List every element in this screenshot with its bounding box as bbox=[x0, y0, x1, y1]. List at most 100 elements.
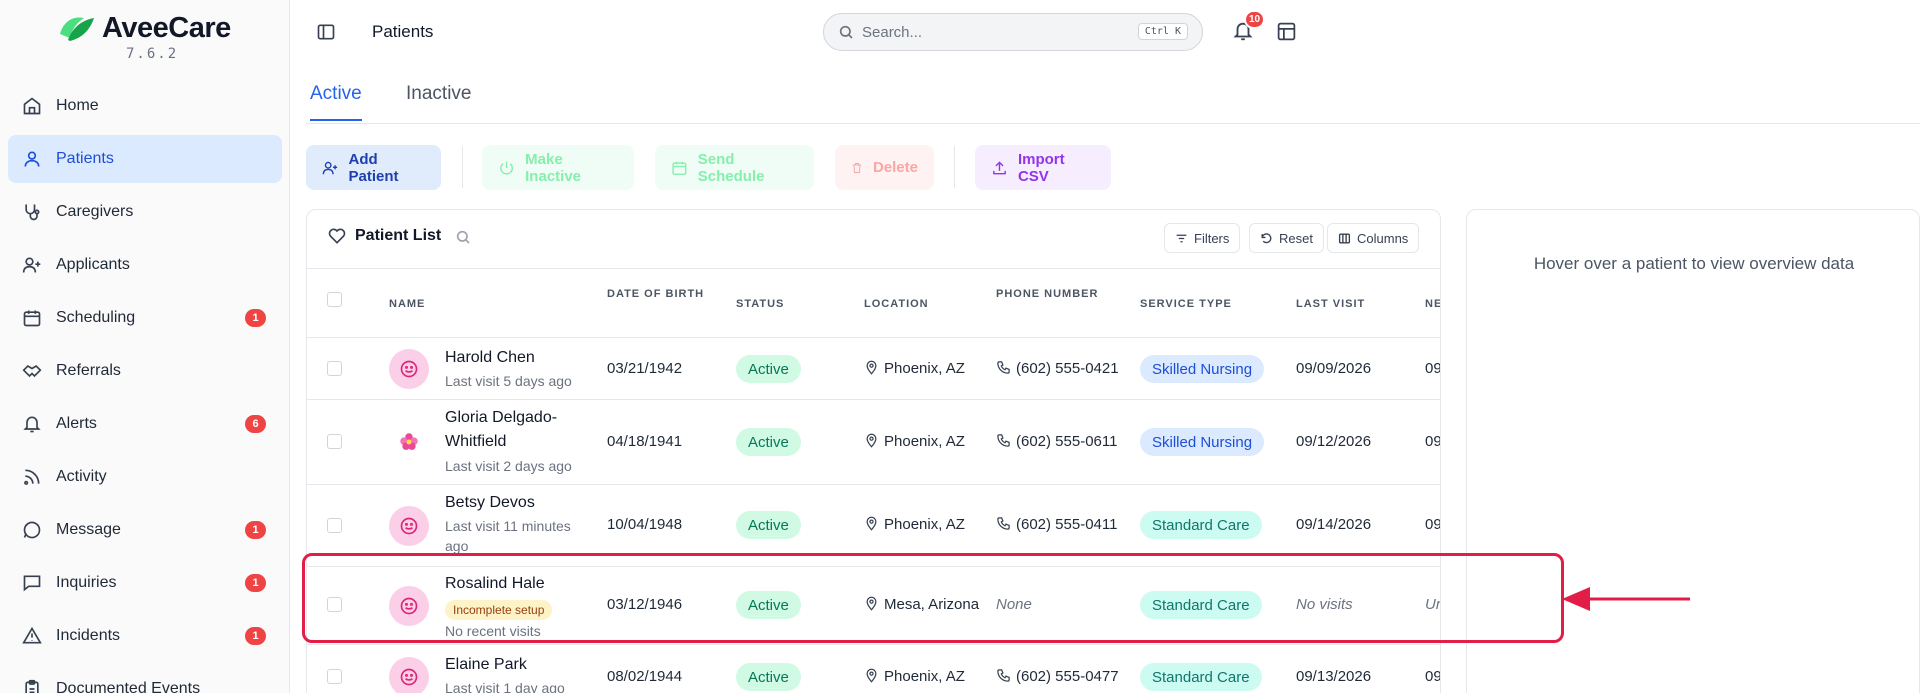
sidebar-item-applicants[interactable]: Applicants bbox=[8, 241, 282, 289]
send-schedule-button[interactable]: Send Schedule bbox=[655, 145, 814, 190]
search-icon[interactable] bbox=[455, 229, 471, 245]
column-header-last-visit[interactable]: LAST VISIT bbox=[1296, 298, 1366, 310]
bell-icon bbox=[23, 416, 41, 433]
status-badge: Active bbox=[736, 511, 801, 539]
import-csv-button[interactable]: Import CSV bbox=[975, 145, 1111, 190]
sidebar-item-scheduling[interactable]: Scheduling 1 bbox=[8, 294, 282, 342]
sidebar-item-inquiries[interactable]: Inquiries 1 bbox=[8, 559, 282, 607]
sidebar-item-home[interactable]: Home bbox=[8, 82, 282, 130]
avatar bbox=[389, 657, 429, 693]
column-header-phone[interactable]: PHONE NUMBER bbox=[996, 288, 1099, 300]
calendar-icon bbox=[23, 310, 41, 327]
row-checkbox[interactable] bbox=[327, 597, 342, 612]
sidebar-item-incidents[interactable]: Incidents 1 bbox=[8, 612, 282, 660]
row-checkbox[interactable] bbox=[327, 434, 342, 449]
sidebar-item-alerts[interactable]: Alerts 6 bbox=[8, 400, 282, 448]
patient-last-visit: Last visit 1 day ago bbox=[445, 680, 565, 693]
column-header-name[interactable]: NAME bbox=[389, 298, 426, 310]
table-row[interactable]: Betsy Devos Last visit 11 minutes ago 10… bbox=[307, 485, 1440, 567]
reset-button[interactable]: Reset bbox=[1249, 223, 1324, 253]
service-type-badge: Standard Care bbox=[1140, 591, 1262, 619]
clipboard-icon bbox=[25, 679, 39, 693]
sidebar-item-message[interactable]: Message 1 bbox=[8, 506, 282, 554]
flower-icon bbox=[400, 433, 418, 450]
patient-name: Betsy Devos bbox=[445, 494, 535, 511]
sidebar-item-label: Inquiries bbox=[56, 574, 117, 591]
patient-name-line: Whitfield bbox=[445, 433, 507, 450]
status-badge: Active bbox=[736, 663, 801, 691]
table-row[interactable]: Rosalind Hale Incomplete setup No recent… bbox=[307, 567, 1440, 645]
make-inactive-button[interactable]: Make Inactive bbox=[482, 145, 634, 190]
patient-location: Phoenix, AZ bbox=[864, 516, 965, 533]
sidebar-item-label: Caregivers bbox=[56, 203, 134, 220]
patient-location: Phoenix, AZ bbox=[864, 433, 965, 450]
trash-icon bbox=[852, 162, 861, 173]
sidebar-toggle-icon[interactable] bbox=[316, 22, 336, 42]
location-text: Phoenix, AZ bbox=[884, 433, 965, 450]
row-checkbox[interactable] bbox=[327, 361, 342, 376]
upload-icon bbox=[993, 160, 1006, 174]
sidebar-item-label: Referrals bbox=[56, 362, 121, 379]
column-header-status[interactable]: STATUS bbox=[736, 298, 785, 310]
patient-last-visit: Last visit 5 days ago bbox=[445, 373, 572, 389]
message-square-icon bbox=[23, 575, 41, 592]
add-patient-label: Add Patient bbox=[348, 150, 399, 185]
add-patient-button[interactable]: Add Patient bbox=[306, 145, 441, 190]
map-pin-icon bbox=[866, 596, 877, 611]
row-checkbox[interactable] bbox=[327, 518, 342, 533]
patient-next-visit: 09 bbox=[1425, 516, 1441, 533]
sidebar-item-referrals[interactable]: Referrals bbox=[8, 347, 282, 395]
patient-name: Harold Chen bbox=[445, 349, 535, 366]
sidebar-item-patients[interactable]: Patients bbox=[8, 135, 282, 183]
table-row[interactable]: Harold Chen Last visit 5 days ago 03/21/… bbox=[307, 338, 1440, 400]
filters-button[interactable]: Filters bbox=[1164, 223, 1241, 253]
row-checkbox[interactable] bbox=[327, 669, 342, 684]
power-icon bbox=[500, 161, 513, 175]
tab-active[interactable]: Active bbox=[310, 83, 362, 121]
patient-last-visit-date: 09/14/2026 bbox=[1296, 516, 1372, 533]
patient-list-title-text: Patient List bbox=[355, 227, 442, 244]
search-input[interactable] bbox=[862, 23, 1142, 41]
location-text: Mesa, Arizona bbox=[884, 596, 980, 613]
columns-button[interactable]: Columns bbox=[1327, 223, 1420, 253]
column-header-dob[interactable]: DATE OF BIRTH bbox=[607, 288, 705, 300]
sidebar-item-label: Activity bbox=[56, 468, 107, 485]
count-badge: 1 bbox=[245, 627, 266, 645]
global-search[interactable]: Ctrl K bbox=[823, 13, 1203, 51]
location-text: Phoenix, AZ bbox=[884, 516, 965, 533]
send-schedule-label: Send Schedule bbox=[697, 150, 765, 185]
avatar bbox=[389, 422, 429, 462]
delete-button[interactable]: Delete bbox=[835, 145, 934, 190]
patient-dob: 03/12/1946 bbox=[607, 596, 683, 613]
table-row[interactable]: Elaine Park Last visit 1 day ago 08/02/1… bbox=[307, 645, 1440, 693]
patient-name: Rosalind Hale bbox=[445, 575, 545, 592]
avatar bbox=[389, 586, 429, 626]
patient-phone: (602) 555-0477 bbox=[996, 668, 1119, 685]
table-row[interactable]: Gloria Delgado- Whitfield Last visit 2 d… bbox=[307, 400, 1440, 485]
sidebar-item-documented-events[interactable]: Documented Events bbox=[8, 665, 282, 693]
column-header-location[interactable]: LOCATION bbox=[864, 298, 929, 310]
sidebar-item-activity[interactable]: Activity bbox=[8, 453, 282, 501]
tab-inactive[interactable]: Inactive bbox=[406, 83, 472, 104]
column-header-next[interactable]: NE bbox=[1425, 298, 1441, 310]
patient-dob: 04/18/1941 bbox=[607, 433, 683, 450]
patient-name: Gloria Delgado- Whitfield bbox=[445, 406, 557, 454]
sidebar-item-label: Applicants bbox=[56, 256, 130, 273]
patient-list-card: Patient List Filters Reset Columns NAME … bbox=[306, 209, 1441, 693]
reset-label: Reset bbox=[1279, 230, 1313, 246]
phone-text: (602) 555-0477 bbox=[1016, 668, 1119, 685]
calendar-icon bbox=[672, 161, 687, 175]
filter-icon bbox=[1176, 234, 1187, 242]
select-all-checkbox[interactable] bbox=[327, 292, 342, 307]
app-version: 7.6.2 bbox=[126, 46, 179, 62]
sidebar-nav: Home Patients Caregivers Applicants Sche… bbox=[8, 82, 282, 693]
phone-text: (602) 555-0421 bbox=[1016, 360, 1119, 377]
message-circle-icon bbox=[23, 521, 41, 539]
sidebar-item-caregivers[interactable]: Caregivers bbox=[8, 188, 282, 236]
column-header-service[interactable]: SERVICE TYPE bbox=[1140, 298, 1232, 310]
incomplete-setup-badge: Incomplete setup bbox=[445, 600, 553, 620]
layout-icon[interactable] bbox=[1276, 21, 1297, 42]
count-badge: 1 bbox=[245, 309, 266, 327]
leaf-logo-icon bbox=[60, 17, 94, 41]
